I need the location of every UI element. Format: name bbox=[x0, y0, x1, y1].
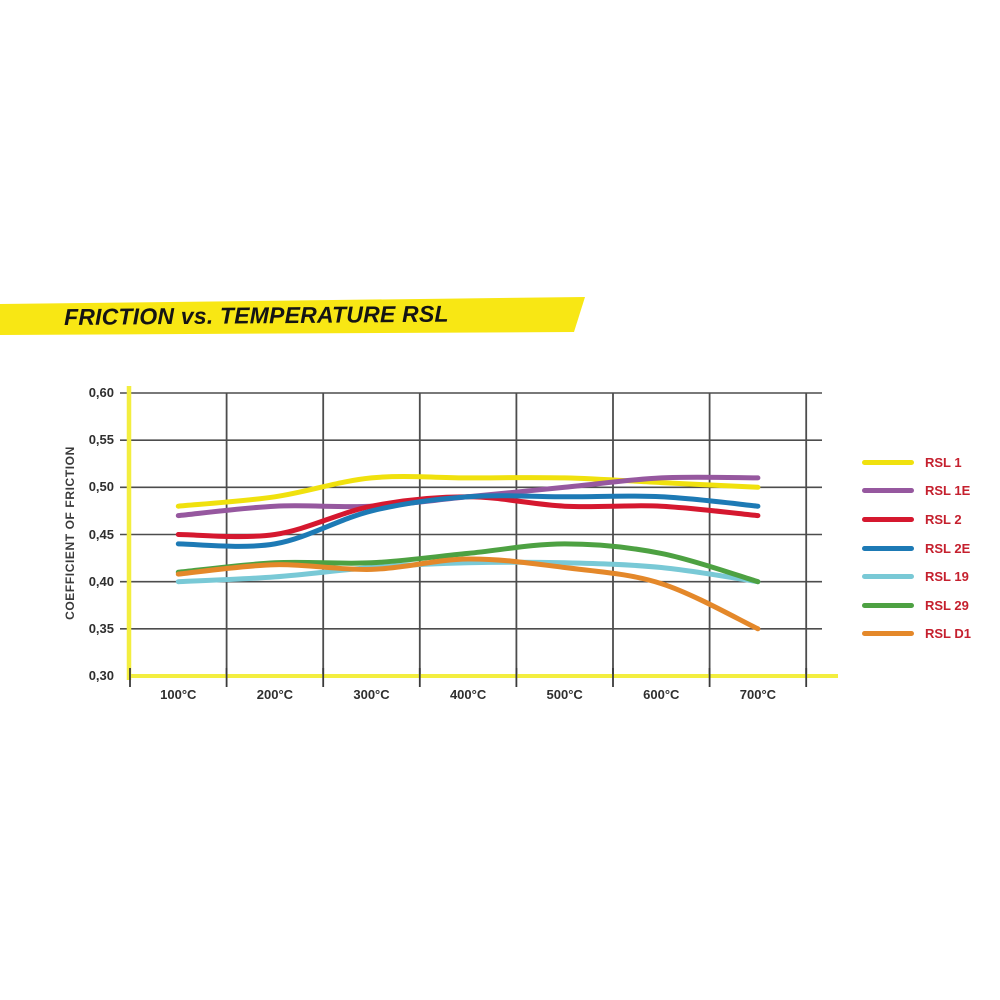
series-line-rsl-d1 bbox=[175, 556, 761, 632]
x-tick-label: 600°C bbox=[643, 687, 680, 702]
legend-item-rsl-2e: RSL 2E bbox=[862, 534, 971, 563]
legend-item-rsl-1: RSL 1 bbox=[862, 448, 971, 477]
legend-label: RSL 2 bbox=[925, 511, 962, 527]
series-line-rsl-2 bbox=[175, 494, 761, 540]
legend-item-rsl-d1: RSL D1 bbox=[862, 620, 971, 649]
series-line-rsl-2e bbox=[175, 493, 761, 549]
legend-item-rsl-1e: RSL 1E bbox=[862, 477, 971, 506]
y-tick-label: 0,35 bbox=[88, 620, 114, 636]
legend-swatch bbox=[862, 516, 914, 522]
legend-item-rsl-19: RSL 19 bbox=[862, 562, 971, 591]
legend-swatch bbox=[862, 545, 914, 551]
legend-label: RSL 1E bbox=[925, 483, 971, 499]
x-tick-label: 200°C bbox=[256, 687, 294, 702]
legend-swatch bbox=[862, 459, 914, 465]
x-tick-label: 300°C bbox=[353, 687, 390, 702]
y-tick-label: 0,50 bbox=[88, 479, 114, 495]
y-tick-label: 0,55 bbox=[88, 432, 114, 448]
legend-item-rsl-29: RSL 29 bbox=[862, 591, 971, 620]
legend-label: RSL 29 bbox=[925, 597, 969, 613]
x-tick-label: 500°C bbox=[546, 687, 583, 702]
series-line-rsl-19 bbox=[175, 559, 761, 585]
y-tick-label: 0,45 bbox=[88, 526, 114, 542]
legend-label: RSL 2E bbox=[925, 540, 971, 556]
series-line-rsl-1 bbox=[175, 474, 761, 509]
y-tick-label: 0,60 bbox=[88, 385, 114, 400]
chart-legend: RSL 1 RSL 1E RSL 2 RSL 2E RSL 19 RSL 29 RSL D1 bbox=[862, 448, 971, 648]
legend-label: RSL D1 bbox=[925, 626, 971, 642]
title-banner: FRICTION vs. TEMPERATURE RSL bbox=[0, 297, 585, 335]
legend-swatch bbox=[862, 631, 914, 637]
y-tick-label: 0,30 bbox=[88, 668, 114, 683]
legend-label: RSL 1 bbox=[925, 454, 962, 470]
legend-label: RSL 19 bbox=[925, 569, 969, 585]
y-tick-label: 0,40 bbox=[88, 573, 114, 589]
x-tick-label: 400°C bbox=[449, 687, 487, 702]
legend-swatch bbox=[862, 574, 914, 580]
legend-item-rsl-2: RSL 2 bbox=[862, 505, 971, 534]
x-tick-label: 100°C bbox=[160, 687, 197, 702]
x-tick-label: 700°C bbox=[739, 687, 777, 702]
legend-swatch bbox=[862, 602, 914, 608]
legend-swatch bbox=[862, 488, 914, 494]
